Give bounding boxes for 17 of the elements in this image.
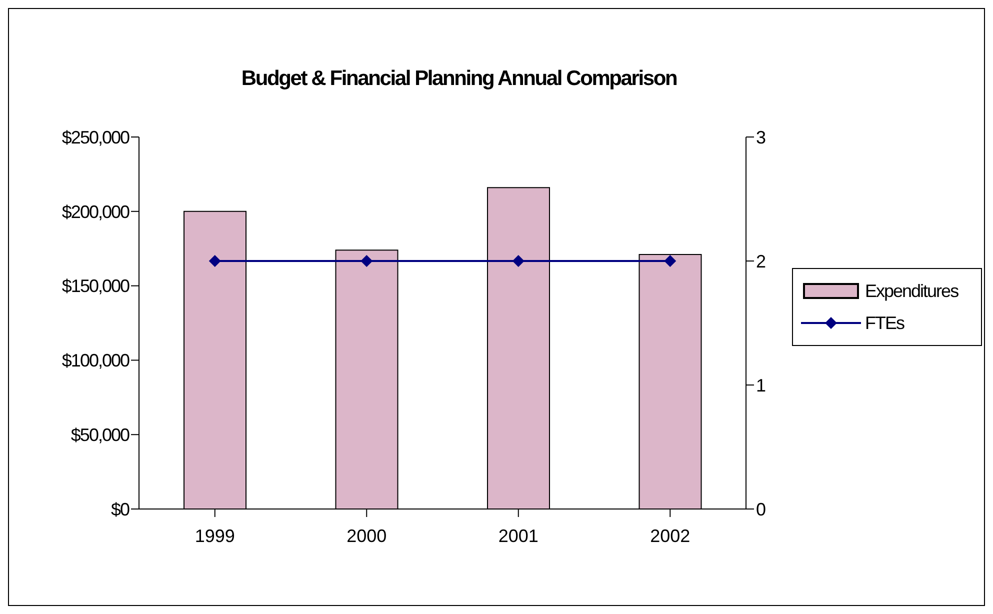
- y2-tick-label: 3: [756, 127, 766, 148]
- x-tick-label: 2002: [650, 526, 690, 546]
- y-tick-label: $250,000: [62, 127, 130, 148]
- legend-label: FTEs: [865, 312, 904, 334]
- x-tick-label: 2001: [498, 526, 538, 546]
- y2-tick-label: 1: [756, 375, 766, 396]
- y2-tick-label: 2: [756, 251, 766, 272]
- y-tick-label: $200,000: [62, 202, 130, 222]
- y-tick-label: $50,000: [70, 424, 130, 445]
- y-tick-label: $100,000: [62, 350, 130, 371]
- x-tick-label: 1999: [194, 526, 235, 546]
- y-tick-label: $0: [110, 499, 130, 520]
- x-tick-label: 2000: [346, 526, 387, 546]
- y2-tick-label: 0: [756, 499, 766, 520]
- chart-title: Budget & Financial Planning Annual Comparison: [240, 67, 678, 91]
- legend-label: Expenditures: [865, 280, 958, 302]
- y-tick-label: $150,000: [62, 276, 130, 296]
